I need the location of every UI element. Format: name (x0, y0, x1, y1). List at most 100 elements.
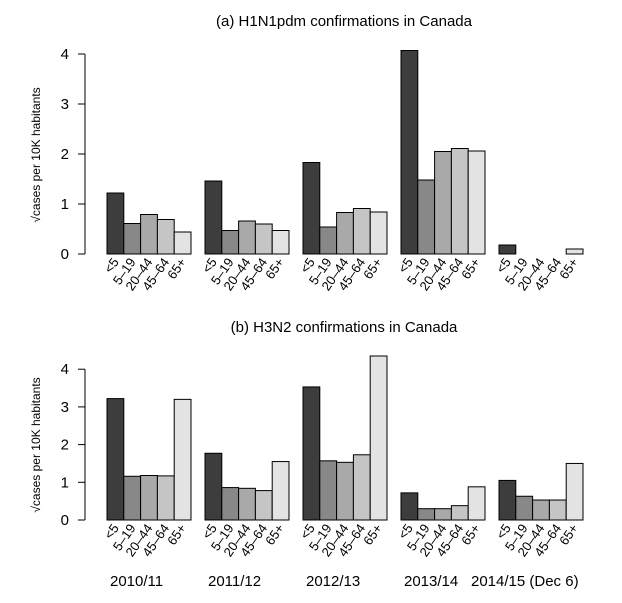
bar-a-1-2 (238, 220, 256, 255)
panel-b-ylabel: √cases per 10K habitants (29, 377, 43, 512)
panel-a-title: (a) H1N1pdm confirmations in Canada (216, 13, 473, 30)
y-tick-label: 1 (61, 196, 69, 213)
svg-text:√cases per 10K habitants: √cases per 10K habitants (29, 377, 43, 512)
y-tick-label: 1 (61, 474, 69, 491)
y-tick-label: 4 (61, 46, 69, 63)
bar-group-2013-14 (400, 486, 486, 521)
y-tick-label: 0 (61, 512, 69, 529)
bar-b-1-1 (221, 487, 240, 521)
season-labels: 2010/11 2011/12 2012/13 2013/14 2014/15 (Dec… (110, 573, 579, 590)
bar-b-3-4 (467, 486, 486, 521)
bar-b-3-2 (434, 508, 452, 521)
bar-b-3-0 (400, 492, 419, 521)
bar-a-3-3 (450, 148, 469, 255)
bar-a-4-4 (565, 248, 584, 255)
bar-b-0-2 (140, 475, 158, 521)
bar-a-0-4 (173, 231, 192, 255)
bar-a-3-4 (467, 150, 486, 255)
bar-group-2011-12 (204, 180, 290, 255)
bar-b-2-1 (319, 460, 338, 521)
bar-b-3-3 (450, 505, 469, 521)
panel-b-title: (b) H3N2 confirmations in Canada (231, 319, 458, 336)
bar-a-1-0 (204, 180, 223, 255)
bar-b-4-3 (548, 499, 567, 521)
bar-b-4-0 (498, 479, 517, 521)
category-label: <5 (101, 255, 122, 276)
panel-b-bars (106, 355, 584, 521)
bar-a-1-4 (271, 230, 290, 255)
bar-a-1-3 (254, 223, 273, 255)
panel-b-ylabel-text: cases per 10K habitants (29, 377, 43, 506)
bar-group-2010-11 (106, 398, 192, 521)
y-tick-label: 3 (61, 96, 69, 113)
category-label: 65+ (458, 255, 483, 282)
category-label: 65+ (556, 255, 581, 282)
bar-b-1-4 (271, 461, 290, 521)
bar-a-2-2 (336, 212, 354, 255)
y-tick-label: 3 (61, 399, 69, 416)
category-label: <5 (395, 521, 416, 542)
category-label: 65+ (360, 521, 385, 548)
category-label: <5 (493, 255, 514, 276)
category-label: 65+ (262, 521, 287, 548)
bar-a-0-0 (106, 192, 125, 255)
y-tick-label: 4 (61, 361, 69, 378)
bar-b-1-3 (254, 490, 273, 521)
sqrt-symbol: √ (29, 506, 43, 513)
bar-a-0-2 (140, 214, 158, 255)
bar-b-0-3 (156, 475, 175, 521)
bar-b-1-2 (238, 487, 256, 521)
sqrt-symbol: √ (29, 216, 43, 223)
category-label: <5 (101, 521, 122, 542)
svg-text:√cases per 10K habitants: √cases per 10K habitants (29, 87, 43, 222)
bar-a-0-3 (156, 219, 175, 255)
bar-a-3-0 (400, 50, 419, 255)
y-tick-label: 2 (61, 437, 69, 454)
panel-h1n1pdm: (a) H1N1pdm confirmations in Canada √cas… (29, 13, 584, 293)
bar-b-2-4 (369, 355, 388, 521)
season-label: 2012/13 (306, 573, 360, 590)
category-label: <5 (297, 255, 318, 276)
panel-a-ylabel: √cases per 10K habitants (29, 87, 43, 222)
y-tick-label: 0 (61, 246, 69, 263)
bar-group-2013-14 (400, 50, 486, 255)
category-label: 65+ (556, 521, 581, 548)
season-label: 2011/12 (208, 573, 261, 590)
bar-b-0-1 (123, 475, 142, 521)
season-label: 2010/11 (110, 573, 163, 590)
bar-b-0-4 (173, 398, 192, 521)
category-label: <5 (199, 255, 220, 276)
panel-h3n2: (b) H3N2 confirmations in Canada √cases … (29, 319, 584, 559)
panel-a-ylabel-text: cases per 10K habitants (29, 87, 43, 216)
y-tick-label: 2 (61, 146, 69, 163)
panel-b-y-axis: 0 1 2 3 4 (61, 361, 86, 529)
bar-b-0-0 (106, 398, 125, 521)
category-label: 65+ (164, 521, 189, 548)
bar-group-2012-13 (302, 162, 388, 255)
bar-b-2-0 (302, 386, 321, 521)
bar-a-3-2 (434, 151, 452, 255)
bar-b-4-1 (515, 495, 534, 521)
bar-b-4-2 (532, 499, 550, 521)
bar-b-2-3 (352, 454, 371, 521)
bar-a-1-1 (221, 230, 240, 255)
bar-group-2014-15-dec-6- (498, 244, 584, 255)
bar-group-2010-11 (106, 192, 192, 255)
season-label: 2014/15 (Dec 6) (471, 573, 579, 590)
bar-a-0-1 (123, 223, 142, 255)
bar-a-4-0 (498, 244, 517, 255)
category-label: <5 (493, 521, 514, 542)
bar-b-3-1 (417, 508, 436, 521)
category-label: <5 (199, 521, 220, 542)
bar-a-2-0 (302, 162, 321, 255)
category-label: 65+ (458, 521, 483, 548)
bar-a-3-1 (417, 179, 436, 255)
panel-a-y-axis: 0 1 2 3 4 (61, 46, 86, 263)
bar-a-2-1 (319, 226, 338, 255)
bar-b-2-2 (336, 461, 354, 521)
category-label: <5 (395, 255, 416, 276)
season-label: 2013/14 (404, 573, 458, 590)
